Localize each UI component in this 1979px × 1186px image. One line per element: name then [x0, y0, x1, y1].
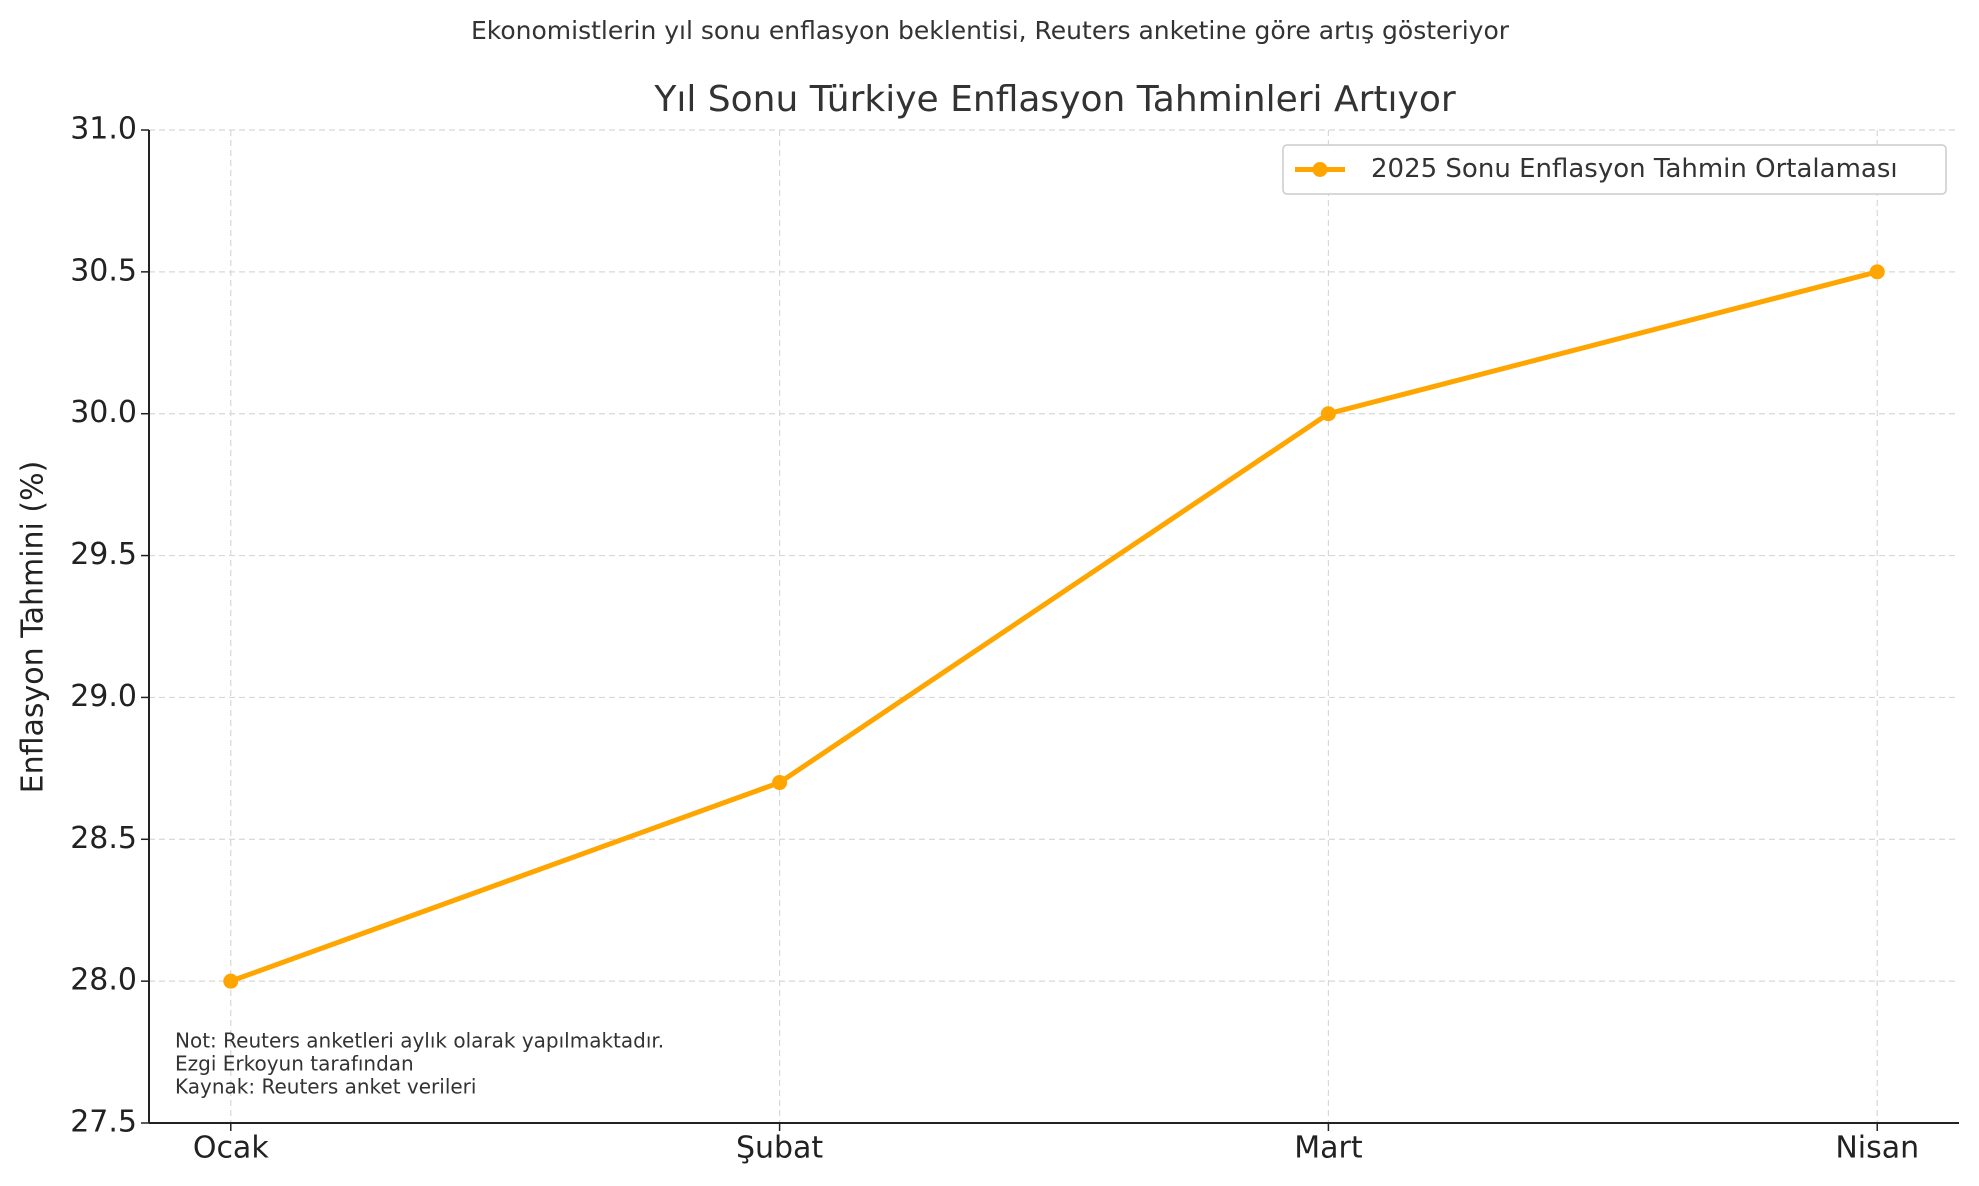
y-tick-label: 30.5: [70, 253, 137, 288]
annotation: Not: Reuters anketleri aylık olarak yapı…: [175, 1029, 664, 1053]
y-tick-label: 31.0: [70, 112, 137, 147]
x-tick-label: Nisan: [1835, 1131, 1919, 1166]
point: [1320, 406, 1336, 422]
x-tick-label: Şubat: [736, 1131, 823, 1166]
y-tick-label: 29.5: [70, 537, 137, 572]
chart-title: Yıl Sonu Türkiye Enflasyon Tahminleri Ar…: [653, 79, 1456, 120]
y-tick-label: 29.0: [70, 679, 137, 714]
legend-label: 2025 Sonu Enflasyon Tahmin Ortalaması: [1371, 154, 1898, 184]
point: [223, 973, 239, 989]
annotation: Kaynak: Reuters anket verileri: [175, 1075, 476, 1099]
annotation: Ezgi Erkoyun tarafından: [175, 1052, 414, 1076]
legend-box: [1282, 144, 1947, 195]
legend-marker: [1312, 162, 1328, 177]
legend: 2025 Sonu Enflasyon Tahmin Ortalaması: [1282, 144, 1947, 195]
x-tick-label: Mart: [1294, 1131, 1363, 1166]
y-tick-label: 30.0: [70, 395, 137, 430]
chart-subtitle: Ekonomistlerin yıl sonu enflasyon beklen…: [471, 16, 1510, 45]
y-tick-label: 27.5: [70, 1105, 137, 1140]
x-tick-label: Ocak: [193, 1131, 269, 1166]
point: [772, 775, 788, 791]
y-axis-label: Enflasyon Tahmini (%): [16, 461, 51, 794]
y-tick-label: 28.0: [70, 963, 137, 998]
point: [1869, 264, 1885, 280]
y-tick-label: 28.5: [70, 821, 137, 856]
line: [229, 269, 1878, 984]
